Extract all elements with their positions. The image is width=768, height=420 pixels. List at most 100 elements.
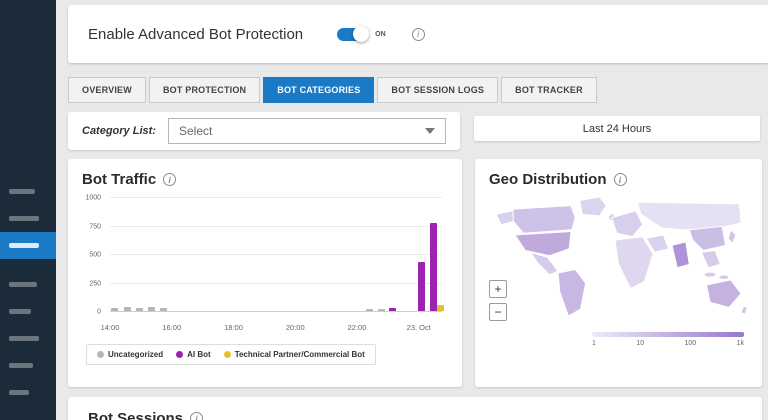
map-region-japan	[727, 229, 737, 245]
map-region-mexico	[529, 251, 559, 276]
map-region-europe	[611, 210, 644, 238]
tab-bot-categories[interactable]: BOT CATEGORIES	[263, 77, 375, 103]
zoom-out-button[interactable]: −	[489, 303, 507, 321]
sidebar-item-label	[9, 243, 39, 248]
y-tick-label: 1000	[85, 194, 101, 202]
map-region-canada	[512, 205, 576, 234]
tab-bot-tracker[interactable]: BOT TRACKER	[501, 77, 597, 103]
plot-area	[110, 197, 445, 312]
time-range-button[interactable]: Last 24 Hours	[474, 116, 760, 141]
tab-bot-protection[interactable]: BOT PROTECTION	[148, 77, 261, 103]
y-tick-label: 750	[89, 223, 101, 230]
bot-sessions-title: Bot Sessions	[88, 410, 184, 420]
tab-bot-session-logs[interactable]: BOT SESSION LOGS	[377, 77, 499, 103]
map-region-middle-east	[645, 234, 670, 253]
sidebar-item[interactable]	[0, 325, 56, 352]
geo-distribution-card: Geo Distribution	[475, 159, 762, 387]
map-region-indonesia	[718, 274, 730, 281]
map-legend-tick: 10	[636, 340, 645, 347]
bar-uncategorized	[148, 307, 156, 311]
gridline	[110, 311, 442, 312]
geo-distribution-title: Geo Distribution	[489, 171, 607, 188]
map-legend-gradient	[592, 332, 744, 337]
sidebar-item-label	[9, 363, 33, 368]
toggle-knob	[353, 25, 370, 42]
gridline	[110, 197, 442, 198]
bot-sessions-card: Bot Sessions	[68, 397, 762, 420]
map-legend-tick: 100	[684, 340, 697, 347]
info-icon[interactable]	[613, 173, 627, 186]
page-title: Enable Advanced Bot Protection	[88, 25, 304, 43]
legend-dot	[97, 351, 104, 358]
sidebar-item-label	[9, 336, 39, 341]
y-tick-label: 0	[97, 308, 101, 316]
x-tick-label: 16:00	[162, 323, 182, 332]
bot-sessions-title-row: Bot Sessions	[88, 410, 742, 420]
chevron-down-icon	[425, 128, 435, 134]
legend-label: Technical Partner/Commercial Bot	[234, 350, 365, 359]
bar-uncategorized	[111, 307, 119, 311]
x-tick-label: 18:00	[224, 323, 243, 332]
sidebar-item-active[interactable]	[0, 232, 56, 259]
bar-uncategorized	[377, 308, 385, 311]
sidebar-item-label	[9, 282, 37, 287]
info-icon[interactable]	[190, 412, 204, 420]
legend-item-ai-bot[interactable]: AI Bot	[176, 350, 211, 359]
map-zoom-controls: + −	[489, 280, 507, 321]
category-filter-card: Category List: Select	[68, 112, 460, 150]
sidebar-item[interactable]	[0, 298, 56, 325]
sidebar-items	[0, 178, 56, 406]
bot-protection-toggle[interactable]	[337, 25, 370, 42]
sidebar-item[interactable]	[0, 352, 56, 379]
gridline	[110, 282, 442, 284]
sidebar-item[interactable]	[0, 379, 56, 406]
bot-protection-header-card: Enable Advanced Bot Protection ON	[68, 5, 768, 63]
map-region-alaska	[495, 210, 516, 226]
y-tick-label: 500	[89, 251, 101, 259]
map-region-russia	[636, 201, 742, 233]
sidebar-item-label	[9, 216, 39, 221]
sidebar-item[interactable]	[0, 178, 56, 205]
bar-uncategorized	[365, 308, 373, 311]
sidebar-item-label	[9, 189, 35, 194]
bot-traffic-title-row: Bot Traffic	[82, 171, 448, 188]
legend-item-technical-partner-commercial-bot[interactable]: Technical Partner/Commercial Bot	[223, 350, 365, 359]
map-region-indonesia	[703, 271, 717, 278]
toggle-state-label: ON	[375, 30, 386, 38]
map-legend-ticks: 1 10 100 1k	[592, 340, 744, 347]
sidebar	[0, 0, 56, 420]
legend-dot	[223, 351, 231, 358]
sidebar-item[interactable]	[0, 271, 56, 298]
map-region-east-asia	[688, 225, 727, 252]
world-map-container[interactable]: + −	[489, 194, 748, 326]
info-icon[interactable]	[163, 173, 177, 186]
legend-label: Uncategorized	[108, 350, 164, 359]
x-tick-label: 22:00	[347, 323, 367, 332]
world-map	[495, 196, 748, 317]
bot-traffic-card: Bot Traffic 0 250 500 750 1000 14:00 16:00 18:…	[68, 159, 462, 387]
info-icon[interactable]	[411, 27, 425, 41]
tab-overview[interactable]: OVERVIEW	[68, 77, 146, 103]
legend-item-uncategorized[interactable]: Uncategorized	[97, 350, 163, 359]
sidebar-item[interactable]	[0, 205, 56, 232]
y-axis: 0 250 500 750 1000	[82, 194, 106, 316]
x-tick-label: 20:00	[285, 323, 305, 332]
zoom-in-button[interactable]: +	[489, 280, 507, 298]
map-region-new-zealand	[740, 305, 748, 315]
sidebar-item-label	[9, 309, 31, 314]
category-select[interactable]: Select	[167, 118, 446, 144]
legend-dot	[176, 351, 184, 358]
y-tick-label: 250	[89, 280, 101, 287]
tab-bar: OVERVIEW BOT PROTECTION BOT CATEGORIES BOT …	[68, 77, 768, 103]
map-region-africa	[614, 236, 654, 290]
x-tick-label: 23. Oct	[406, 323, 431, 332]
map-legend-tick: 1k	[736, 340, 744, 347]
map-legend: 1 10 100 1k	[592, 332, 744, 347]
main-content: Enable Advanced Bot Protection ON OVERVI…	[56, 0, 768, 420]
bot-traffic-title: Bot Traffic	[82, 171, 157, 188]
filter-row: Category List: Select Last 24 Hours	[68, 112, 768, 150]
sidebar-item-label	[9, 390, 29, 395]
category-list-label: Category List:	[82, 125, 156, 137]
dashboard-cards-row: Bot Traffic 0 250 500 750 1000 14:00 16:00 18:…	[68, 159, 768, 387]
